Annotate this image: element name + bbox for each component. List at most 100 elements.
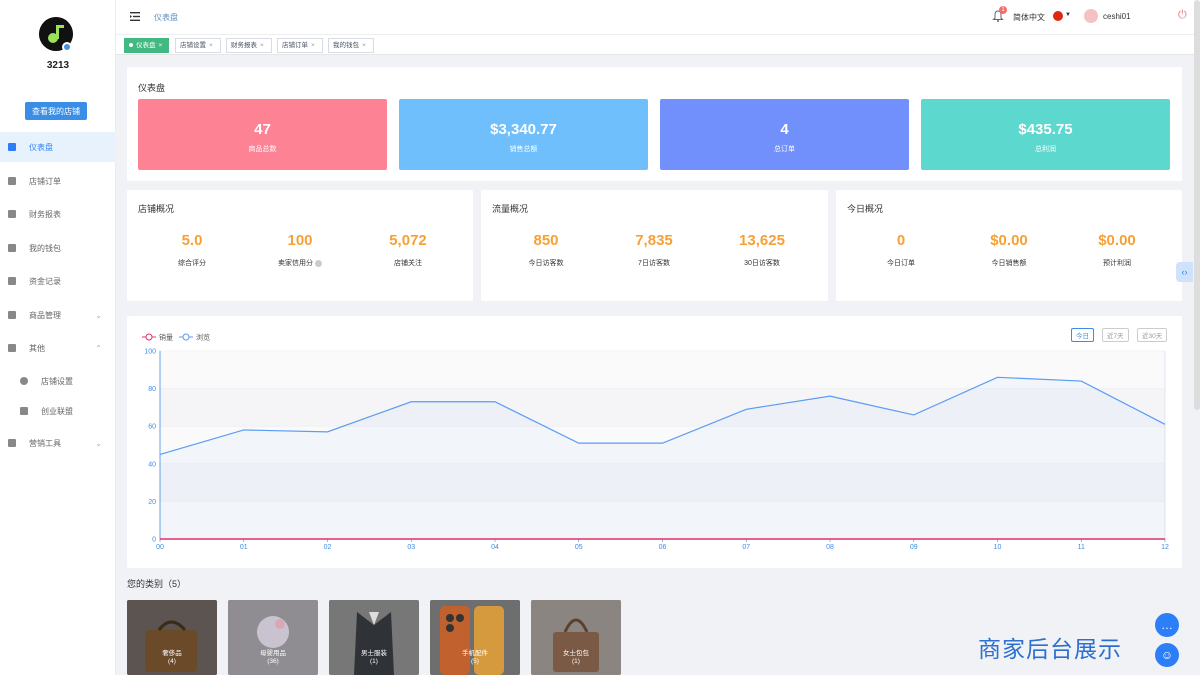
record-icon xyxy=(8,277,16,285)
sidebar-item-label: 商品管理 xyxy=(29,310,61,320)
category-name: 手机配件 xyxy=(462,650,488,657)
kv-label: 今日订单 xyxy=(887,260,915,267)
tab-finance-report[interactable]: 财务报表 × xyxy=(226,38,272,53)
order-icon xyxy=(8,177,16,185)
today-sales: $0.00 今日销售额 xyxy=(959,232,1059,268)
kv-value: 13,625 xyxy=(739,232,785,249)
username[interactable]: ceshi01 xyxy=(1103,12,1131,21)
kv-label: 店铺关注 xyxy=(394,260,422,267)
watermark-text: 商家后台展示 xyxy=(978,636,1122,662)
tab-label: 店铺订单 xyxy=(282,42,308,49)
caret-down-icon[interactable]: ▼ xyxy=(1065,12,1071,18)
sidebar-item-other[interactable]: 其他 ⌃ xyxy=(0,333,116,363)
stat-value: $435.75 xyxy=(1018,121,1073,138)
language-selector[interactable]: 简体中文 xyxy=(1013,13,1045,22)
tab-label: 店铺设置 xyxy=(180,42,206,49)
sidebar-item-label: 财务报表 xyxy=(29,209,61,219)
category-name: 男士服装 xyxy=(361,650,387,657)
tab-shop-orders[interactable]: 店铺订单 × xyxy=(277,38,323,53)
kv-value: $0.00 xyxy=(1098,232,1136,249)
kv-label: 卖家信用分 xyxy=(250,258,350,268)
today-orders: 0 今日订单 xyxy=(851,232,951,268)
top-header: 仪表盘 1 简体中文 ▼ ceshi01 ⏻ xyxy=(116,0,1200,34)
sidebar-item-label: 我的钱包 xyxy=(29,243,61,253)
stat-total-orders: 4 总订单 xyxy=(660,99,909,170)
baby-products-image xyxy=(228,600,318,675)
sidebar-item-shop-orders[interactable]: 店铺订单 xyxy=(0,166,116,196)
filter-today-button[interactable]: 今日 xyxy=(1071,328,1094,342)
phone-accessories-image xyxy=(430,600,520,675)
chat-icon[interactable]: … xyxy=(1155,613,1179,637)
sidebar-item-label: 仪表盘 xyxy=(29,142,53,152)
menu-fold-icon[interactable] xyxy=(130,12,140,21)
tab-wallet[interactable]: 我的钱包 × xyxy=(328,38,374,53)
category-label: 女士包包 (1) xyxy=(531,650,621,666)
tab-label: 我的钱包 xyxy=(333,42,359,49)
category-label: 母婴用品 (36) xyxy=(228,650,318,666)
close-icon[interactable]: × xyxy=(260,42,264,49)
category-card[interactable]: 男士服装 (1) xyxy=(329,600,419,675)
close-icon[interactable]: × xyxy=(362,42,366,49)
stat-value: 47 xyxy=(254,121,271,138)
grid-icon xyxy=(8,344,16,352)
view-my-shop-button[interactable]: 查看我的店铺 xyxy=(25,102,87,120)
close-icon[interactable]: × xyxy=(158,42,163,49)
kv-value: $0.00 xyxy=(990,232,1028,249)
filter-30-days-button[interactable]: 近30天 xyxy=(1137,328,1168,342)
user-avatar[interactable] xyxy=(1084,9,1098,23)
kv-value: 5.0 xyxy=(181,232,203,249)
sidebar-item-label: 其他 xyxy=(29,343,45,353)
sidebar-item-startup-alliance[interactable]: 创业联盟 xyxy=(0,396,116,426)
card-title: 店铺概况 xyxy=(138,204,175,214)
filter-7-days-button[interactable]: 近7天 xyxy=(1102,328,1129,342)
category-label: 手机配件 (5) xyxy=(430,650,520,666)
report-icon xyxy=(8,210,16,218)
close-icon[interactable]: × xyxy=(209,42,213,49)
close-icon[interactable]: × xyxy=(311,42,315,49)
category-card[interactable]: 女士包包 (1) xyxy=(531,600,621,675)
kv-label: 预计利润 xyxy=(1103,260,1131,267)
kv-value: 100 xyxy=(287,232,313,249)
stat-label: 销售总额 xyxy=(509,146,538,153)
category-card[interactable]: 奢侈品 (4) xyxy=(127,600,217,675)
category-card[interactable]: 手机配件 (5) xyxy=(430,600,520,675)
notification-badge: 1 xyxy=(999,6,1007,14)
sidebar-item-fund-records[interactable]: 资金记录 xyxy=(0,266,116,296)
kv-label: 今日销售额 xyxy=(991,260,1027,267)
card-title: 流量概况 xyxy=(492,204,529,214)
tab-shop-settings[interactable]: 店铺设置 × xyxy=(175,38,221,53)
category-card[interactable]: 母婴用品 (36) xyxy=(228,600,318,675)
sidebar-item-goods-management[interactable]: 商品管理 ⌄ xyxy=(0,300,116,330)
sidebar: 3213 查看我的店铺 仪表盘 店铺订单 财务报表 我的钱包 资金记录 商品管理… xyxy=(0,0,116,675)
sidebar-item-shop-settings[interactable]: 店铺设置 xyxy=(0,366,116,396)
today-overview-card: 今日概况 0 今日订单 $0.00 今日销售额 $0.00 预计利润 xyxy=(836,190,1182,301)
kv-value: 0 xyxy=(896,232,906,249)
breadcrumb[interactable]: 仪表盘 xyxy=(154,13,178,22)
side-panel-toggle-icon[interactable]: ‹› xyxy=(1176,262,1193,282)
china-flag-icon[interactable] xyxy=(1053,11,1063,21)
category-count: (1) xyxy=(572,658,580,665)
dashboard-title: 仪表盘 xyxy=(138,83,166,93)
stat-label: 总利润 xyxy=(1035,146,1056,153)
sidebar-item-label: 店铺设置 xyxy=(41,376,73,386)
kv-value: 850 xyxy=(533,232,559,249)
active-dot-icon xyxy=(129,43,133,48)
sidebar-item-finance-report[interactable]: 财务报表 xyxy=(0,199,116,229)
sidebar-item-dashboard[interactable]: 仪表盘 xyxy=(0,132,116,162)
category-count: (5) xyxy=(471,658,479,665)
kv-label-text: 卖家信用分 xyxy=(278,260,314,267)
tab-dashboard[interactable]: 仪表盘 × xyxy=(124,38,169,53)
scrollbar[interactable] xyxy=(1194,0,1200,410)
category-label: 男士服装 (1) xyxy=(329,650,419,666)
sidebar-item-marketing-tools[interactable]: 营销工具 ⌄ xyxy=(0,428,116,458)
sidebar-item-wallet[interactable]: 我的钱包 xyxy=(0,233,116,263)
seller-credit: 100 卖家信用分 xyxy=(250,232,350,268)
help-icon[interactable] xyxy=(314,259,322,267)
stat-label: 总订单 xyxy=(774,146,795,153)
sidebar-item-label: 店铺订单 xyxy=(29,176,61,186)
category-count: (36) xyxy=(267,658,279,665)
shop-followers: 5,072 店铺关注 xyxy=(358,232,458,268)
stat-total-sales: $3,340.77 销售总额 xyxy=(399,99,648,170)
power-icon[interactable]: ⏻ xyxy=(1178,9,1187,21)
customer-service-icon[interactable]: ☺ xyxy=(1155,643,1179,667)
